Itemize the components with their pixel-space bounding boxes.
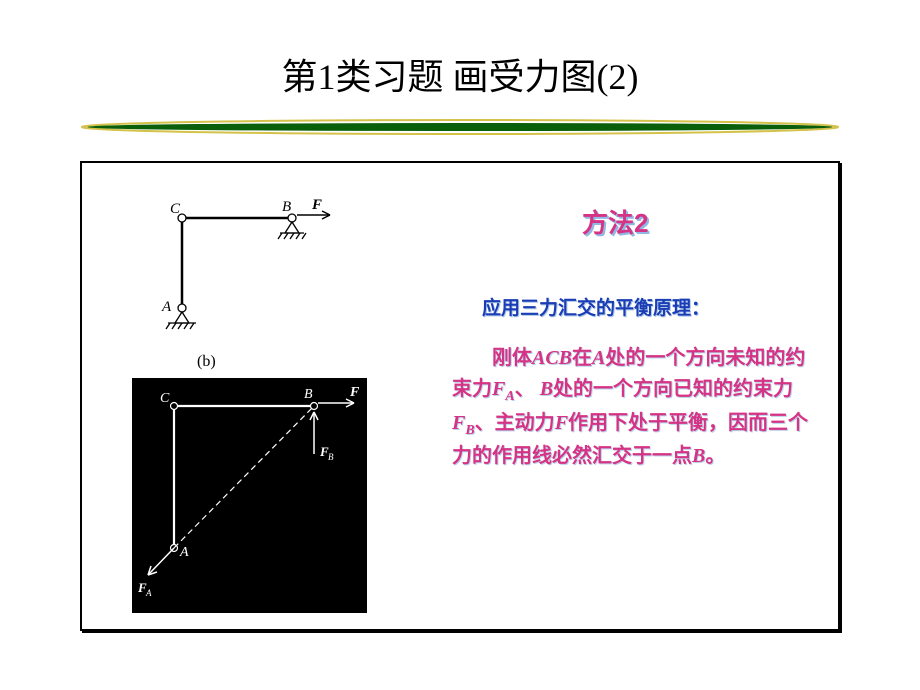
divider: [80, 118, 840, 141]
svg-text:C: C: [160, 391, 170, 406]
page-title: 第1类习题 画受力图(2): [0, 0, 920, 118]
principle-text: 应用三力汇交的平衡原理：: [482, 293, 710, 320]
svg-text:B: B: [304, 387, 313, 402]
svg-text:B: B: [282, 199, 291, 215]
svg-text:A: A: [179, 545, 189, 560]
svg-text:F: F: [311, 197, 322, 213]
svg-text:A: A: [161, 299, 172, 315]
figure-top: C B F A: [142, 193, 342, 348]
svg-text:F: F: [349, 385, 360, 400]
body-text: 刚体ACB在A处的一个方向未知的约束力FA、 B处的一个方向已知的约束力FB、主…: [452, 343, 822, 472]
svg-text:B: B: [328, 452, 334, 462]
figure-bottom: C B F A F B F A: [132, 378, 367, 618]
svg-text:A: A: [145, 588, 152, 598]
method-title: 方法2: [582, 203, 648, 240]
content-box: C B F A (b): [80, 161, 840, 631]
svg-text:C: C: [170, 201, 181, 217]
figure-caption: (b): [197, 353, 216, 371]
